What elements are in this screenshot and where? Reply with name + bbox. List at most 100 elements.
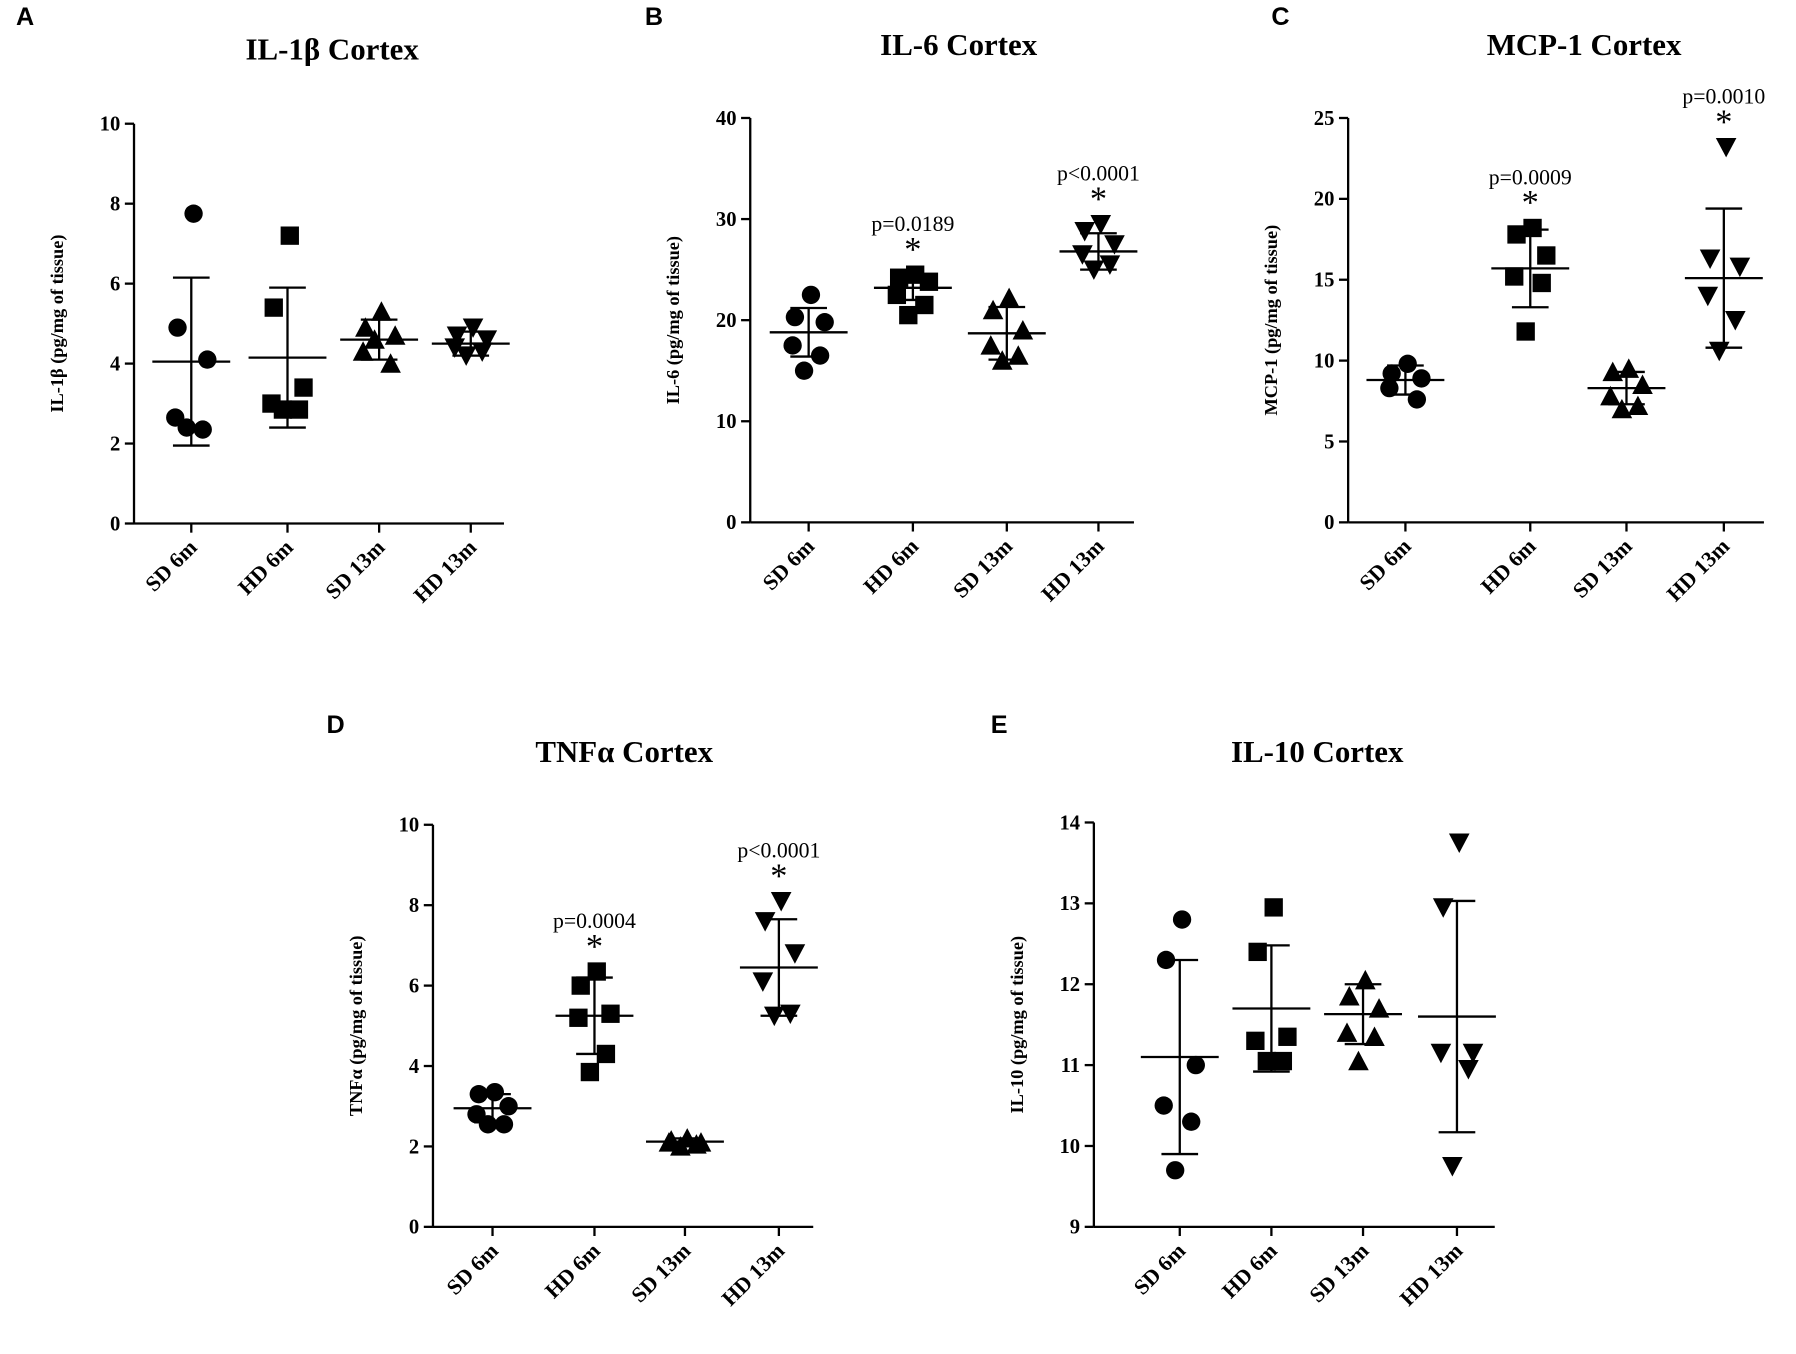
data-point xyxy=(752,972,774,992)
y-tick-label: 0 xyxy=(726,512,736,534)
y-axis-label: MCP-1 (pg/mg of tissue) xyxy=(1261,225,1282,416)
y-tick-label: 0 xyxy=(1324,512,1334,534)
data-point xyxy=(1729,257,1751,278)
significance-star: * xyxy=(770,857,787,895)
data-point xyxy=(1368,998,1390,1018)
data-point xyxy=(1398,354,1417,374)
data-point xyxy=(601,1004,620,1023)
p-value: p<0.0001 xyxy=(737,839,820,863)
y-tick-label: 12 xyxy=(1060,974,1081,996)
data-point xyxy=(1611,398,1633,419)
data-point xyxy=(1072,245,1093,265)
y-tick-label: 5 xyxy=(1324,431,1334,453)
panel-letter: C xyxy=(1271,3,1289,31)
p-value: p<0.0001 xyxy=(1057,162,1140,186)
data-point xyxy=(980,335,1002,355)
data-point xyxy=(783,336,802,355)
data-point xyxy=(273,400,293,419)
data-point xyxy=(780,1004,801,1025)
significance-star: * xyxy=(1715,103,1732,141)
significance-star: * xyxy=(1522,184,1539,222)
data-point xyxy=(1537,246,1556,265)
data-point xyxy=(1442,1157,1463,1177)
y-axis-label: IL-10 (pg/mg of tissue) xyxy=(1007,936,1028,1114)
p-value: p=0.0189 xyxy=(871,212,954,236)
data-point xyxy=(1699,249,1721,270)
y-tick-label: 10 xyxy=(1060,1136,1081,1158)
data-point xyxy=(998,287,1020,308)
y-tick-label: 0 xyxy=(110,513,120,535)
data-point xyxy=(1348,1050,1369,1071)
y-tick-label: 30 xyxy=(716,209,737,231)
p-value: p=0.0004 xyxy=(553,909,636,933)
data-point xyxy=(1012,319,1034,340)
y-tick-label: 13 xyxy=(1060,893,1081,915)
chart-title: TNFα Cortex xyxy=(535,734,713,769)
data-point xyxy=(1432,898,1454,918)
data-point xyxy=(1257,1051,1276,1071)
panel-letter: D xyxy=(326,711,344,739)
data-point xyxy=(289,400,309,419)
data-point xyxy=(1273,1051,1293,1071)
data-point xyxy=(1507,225,1526,244)
y-tick-label: 2 xyxy=(409,1136,419,1158)
x-tick-label: HD 13m xyxy=(1662,534,1734,606)
x-tick-label: HD 6m xyxy=(859,534,923,598)
data-point xyxy=(580,1062,600,1082)
chart-title: IL-6 Cortex xyxy=(880,27,1038,62)
x-tick-label: HD 13m xyxy=(409,535,481,607)
y-tick-label: 10 xyxy=(716,411,737,433)
y-tick-label: 4 xyxy=(409,1056,419,1078)
x-tick-label: SD 6m xyxy=(1129,1239,1190,1300)
y-tick-label: 20 xyxy=(716,310,737,332)
chart-title: IL-1β Cortex xyxy=(245,32,419,67)
data-point xyxy=(1724,311,1746,331)
y-axis-label: IL-1β (pg/mg of tissue) xyxy=(47,235,68,413)
x-tick-label: HD 6m xyxy=(540,1239,604,1303)
y-tick-label: 10 xyxy=(399,815,420,837)
data-point xyxy=(1166,1161,1185,1180)
data-point xyxy=(1380,378,1399,398)
y-axis-label: TNFα (pg/mg of tissue) xyxy=(346,935,367,1116)
data-point xyxy=(193,420,212,439)
data-point xyxy=(184,204,203,223)
y-tick-label: 25 xyxy=(1314,108,1335,130)
data-point xyxy=(177,418,196,437)
y-tick-label: 40 xyxy=(716,108,737,130)
data-point xyxy=(1505,267,1524,286)
data-point xyxy=(785,307,805,327)
data-point xyxy=(462,318,484,338)
y-tick-label: 9 xyxy=(1070,1217,1080,1239)
y-tick-label: 11 xyxy=(1061,1055,1080,1077)
data-point xyxy=(494,1115,514,1134)
panel-letter: A xyxy=(16,3,34,31)
data-point xyxy=(1600,385,1621,406)
data-point xyxy=(1430,1043,1452,1064)
data-point xyxy=(499,1097,518,1116)
data-point xyxy=(571,976,590,995)
data-point xyxy=(476,330,498,350)
data-point xyxy=(587,962,606,981)
data-point xyxy=(784,944,806,964)
y-tick-label: 15 xyxy=(1314,270,1335,292)
data-point xyxy=(754,912,776,932)
x-tick-label: SD 13m xyxy=(627,1239,696,1308)
y-axis-label: IL-6 (pg/mg of tissue) xyxy=(663,236,684,404)
x-tick-label: HD 13m xyxy=(1037,534,1109,606)
data-point xyxy=(889,268,909,287)
x-tick-label: HD 6m xyxy=(1217,1239,1281,1303)
significance-star: * xyxy=(586,928,603,966)
data-point xyxy=(384,325,406,345)
data-point xyxy=(1448,833,1470,854)
data-point xyxy=(899,305,918,325)
data-point xyxy=(1154,1096,1173,1115)
data-point xyxy=(1182,1112,1201,1131)
data-point xyxy=(355,317,376,337)
panel-letter: B xyxy=(645,3,663,31)
data-point xyxy=(1697,286,1719,307)
data-point xyxy=(352,341,374,361)
significance-star: * xyxy=(904,231,921,269)
data-point xyxy=(1338,986,1360,1006)
data-point xyxy=(1248,942,1267,962)
